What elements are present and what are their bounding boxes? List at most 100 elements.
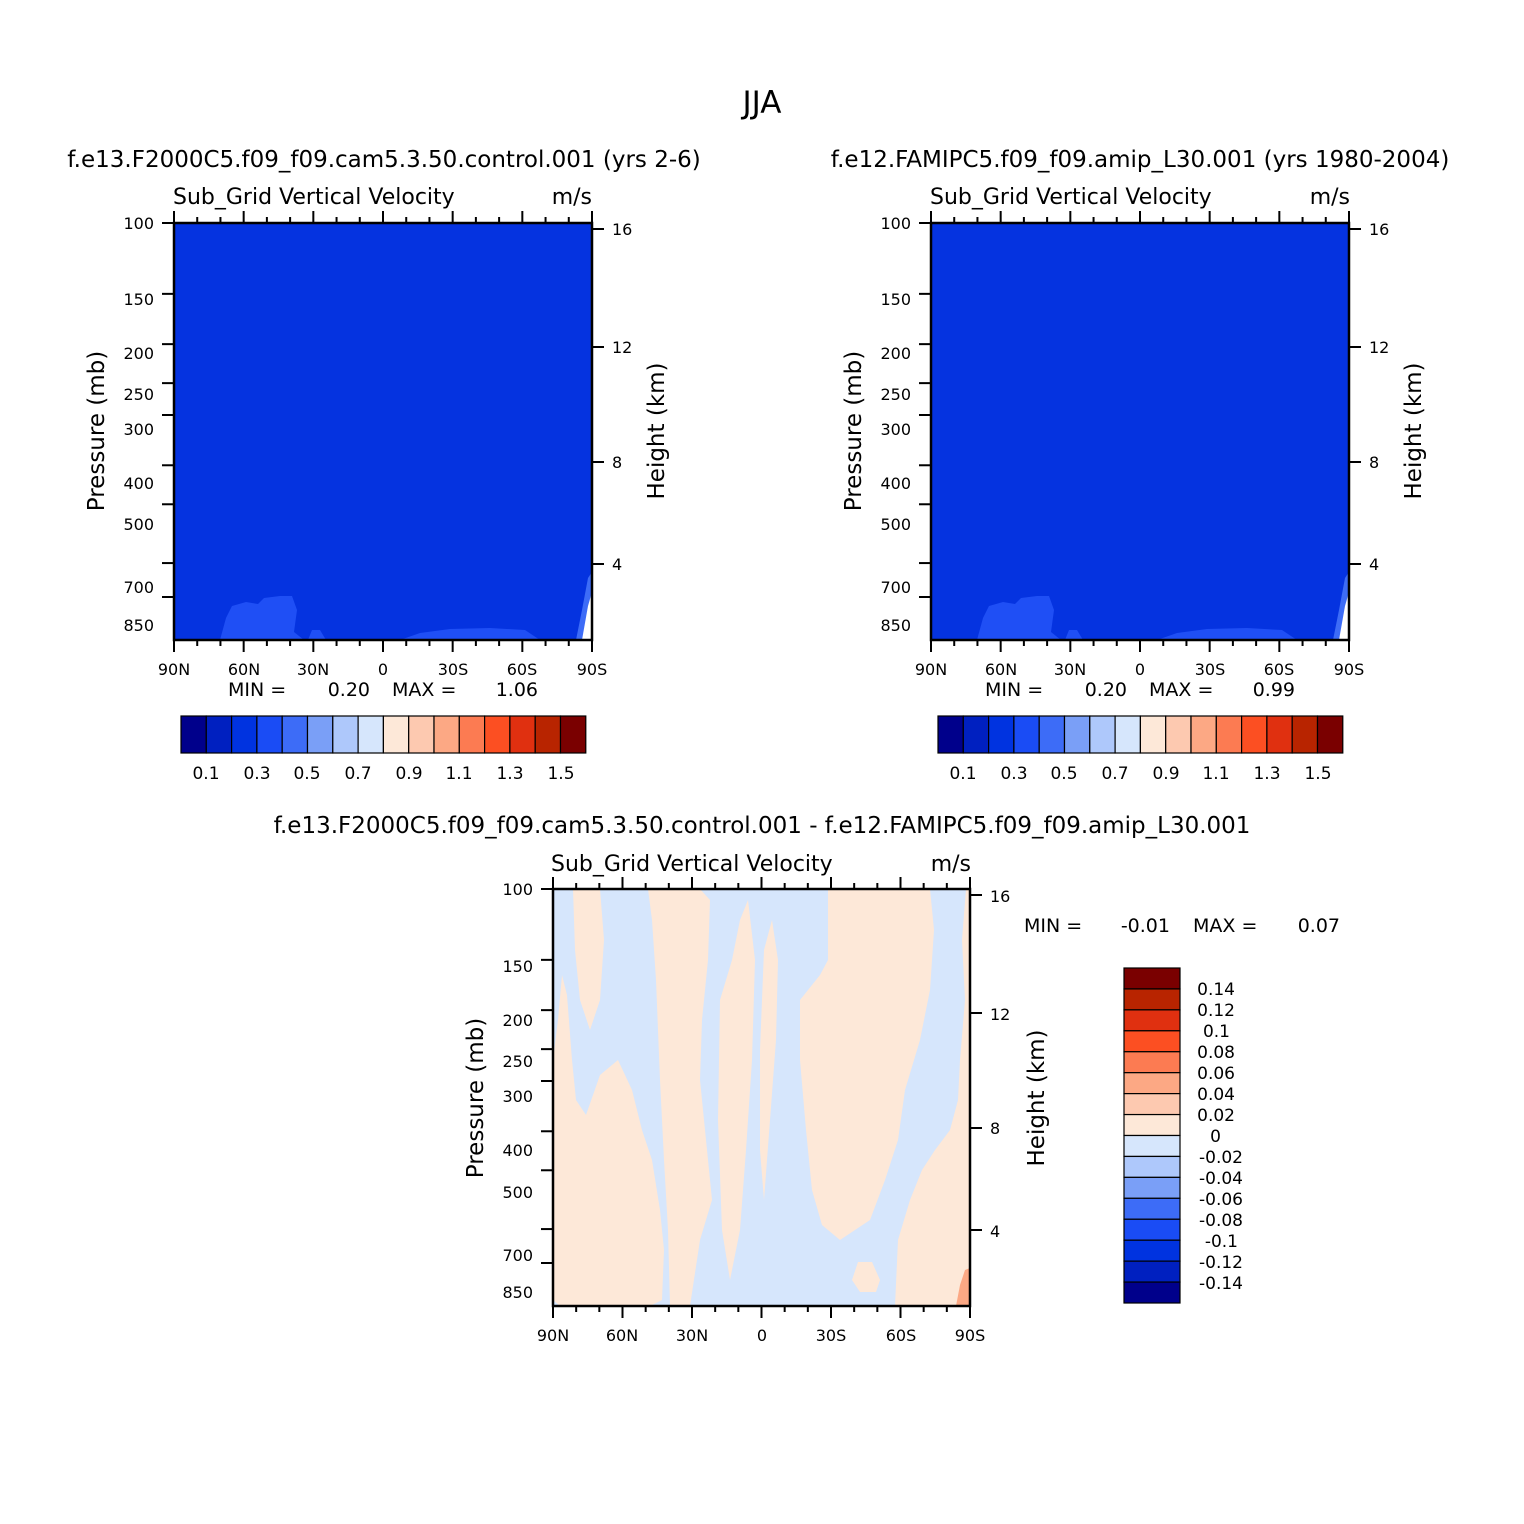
panel-3-xtick-label: 0 — [757, 1326, 767, 1345]
colorbar-swatch — [987, 715, 1015, 754]
panel-1-xtick-label: 90N — [158, 660, 190, 679]
colorbar-swatch — [1123, 1030, 1181, 1053]
panel-2-xtick-label: 30S — [1195, 660, 1226, 679]
panel-1-xtick-label: 60N — [228, 660, 260, 679]
figure-title: JJA — [741, 85, 782, 121]
colorbar-swatch — [180, 715, 207, 754]
panel-2-polar-region-2 — [1339, 592, 1349, 640]
colorbar-swatch — [1063, 715, 1091, 754]
panel-1-colorbar-labels: 0.1 0.3 0.5 0.7 0.9 1.1 1.3 1.5 — [192, 764, 574, 784]
panel-3-left-axis: 100 150 200 250 300 400 500 700 850 Pres… — [463, 880, 533, 1302]
panel-1-ytick-label: 100 — [123, 214, 154, 233]
panel-2-colorbar-label: 1.5 — [1304, 764, 1331, 784]
panel-3: f.e13.F2000C5.f09_f09.cam5.3.50.control.… — [274, 813, 1340, 1345]
colorbar-swatch — [1123, 1072, 1181, 1095]
panel-2-min-value: 0.20 — [1085, 679, 1127, 701]
panel-1-variable: Sub_Grid Vertical Velocity — [173, 185, 455, 210]
panel-1-ytick-label: 850 — [123, 616, 154, 635]
panel-1-xtick-label: 90S — [577, 660, 608, 679]
colorbar-swatch — [1139, 715, 1167, 754]
panel-1-ylabel: Pressure (mb) — [84, 351, 110, 511]
panel-3-colorbar — [1123, 967, 1181, 1304]
panel-3-xtick-label: 90N — [537, 1326, 569, 1345]
panel-1-ytick-label: 200 — [123, 344, 154, 363]
panel-2-xtick-label: 60S — [1264, 660, 1295, 679]
panel-3-positive-region — [800, 889, 934, 1240]
colorbar-swatch — [1266, 715, 1293, 754]
colorbar-swatch — [1123, 1197, 1181, 1220]
panel-2-height-tick-label: 4 — [1369, 555, 1379, 574]
colorbar-swatch — [458, 715, 486, 754]
panel-1-min-value: 0.20 — [328, 679, 370, 701]
panel-2-plot-area — [929, 221, 1351, 642]
panel-2-colorbar-label: 0.3 — [1000, 764, 1027, 784]
panel-3-xtick-label: 60S — [886, 1326, 917, 1345]
colorbar-swatch — [1215, 715, 1243, 754]
panel-1: f.e13.F2000C5.f09_f09.cam5.3.50.control.… — [67, 147, 701, 784]
panel-3-right-axis: 16 12 8 4 Height (km) — [990, 887, 1050, 1241]
panel-3-colorbar-label: -0.1 — [1205, 1232, 1238, 1252]
panel-3-high-value-spot — [956, 1268, 970, 1306]
panel-2-colorbar-label: 0.7 — [1101, 764, 1128, 784]
panel-3-positive-region — [718, 900, 755, 1280]
panel-3-variable: Sub_Grid Vertical Velocity — [551, 852, 833, 877]
panel-2-height-tick-label: 12 — [1369, 338, 1389, 357]
panel-2-ytick-label: 200 — [880, 344, 911, 363]
panel-1-x-axis: 90N 60N 30N 0 30S 60S 90S — [158, 660, 607, 679]
panel-3-colorbar-label: 0.1 — [1203, 1022, 1230, 1042]
colorbar-swatch — [559, 715, 587, 754]
panel-1-height-tick-label: 8 — [612, 453, 622, 472]
panel-1-ytick-label: 250 — [123, 385, 154, 404]
panel-3-ytick-label: 200 — [502, 1011, 533, 1030]
panel-1-min-label: MIN = — [228, 679, 286, 701]
panel-1-ytick-label: 500 — [123, 515, 154, 534]
panel-3-colorbar-label: 0.04 — [1197, 1085, 1235, 1105]
colorbar-swatch — [484, 715, 511, 754]
panel-2-max-label: MAX = — [1149, 679, 1213, 701]
panel-1-colorbar-label: 0.7 — [344, 764, 371, 784]
panel-3-ytick-label: 100 — [502, 880, 533, 899]
panel-3-xtick-label: 60N — [606, 1326, 638, 1345]
panel-3-positive-region — [553, 975, 664, 1306]
panel-3-height-tick-label: 4 — [990, 1222, 1000, 1241]
colorbar-swatch — [1123, 1134, 1181, 1158]
panel-2-xtick-label: 0 — [1135, 660, 1145, 679]
panel-2-height-tick-label: 8 — [1369, 453, 1379, 472]
colorbar-swatch — [1038, 715, 1066, 754]
colorbar-swatch — [408, 715, 435, 754]
panel-3-positive-region — [852, 1262, 880, 1292]
panel-1-left-axis: 100 150 200 250 300 400 500 700 850 Pres… — [84, 214, 154, 635]
axis-tick-marks — [162, 211, 1361, 1318]
panel-3-units: m/s — [931, 852, 971, 877]
panel-3-colorbar-label: 0 — [1210, 1127, 1221, 1147]
panel-2-lowlevel-region-3 — [1157, 628, 1297, 640]
panel-2-minmax: MIN = 0.20 MAX = 0.99 — [985, 679, 1295, 701]
panel-1-colorbar-label: 0.9 — [395, 764, 422, 784]
panel-3-case-title: f.e13.F2000C5.f09_f09.cam5.3.50.control.… — [274, 813, 1251, 839]
panel-2-colorbar-label: 1.1 — [1202, 764, 1229, 784]
colorbar-swatch — [1123, 1239, 1181, 1262]
panel-2-colorbar — [937, 715, 1344, 754]
panel-1-colorbar — [180, 715, 587, 754]
panel-3-height-tick-label: 8 — [990, 1119, 1000, 1138]
panel-3-height-tick-label: 16 — [990, 887, 1010, 906]
panel-2-ytick-label: 850 — [880, 616, 911, 635]
panel-3-colorbar-label: 0.12 — [1197, 1001, 1235, 1021]
panel-3-ytick-label: 300 — [502, 1087, 533, 1106]
panel-1-case-title: f.e13.F2000C5.f09_f09.cam5.3.50.control.… — [67, 147, 701, 173]
colorbar-swatch — [1123, 988, 1181, 1011]
panel-1-colorbar-label: 1.3 — [496, 764, 523, 784]
colorbar-swatch — [1123, 1281, 1181, 1304]
panel-3-colorbar-label: 0.06 — [1197, 1064, 1235, 1084]
colorbar-swatch — [205, 715, 233, 754]
panel-2-variable: Sub_Grid Vertical Velocity — [930, 185, 1212, 210]
panel-2-left-axis: 100 150 200 250 300 400 500 700 850 Pres… — [841, 214, 911, 635]
panel-2-xtick-label: 30N — [1054, 660, 1086, 679]
panel-3-min-label: MIN = — [1024, 915, 1082, 937]
panel-2-ytick-label: 250 — [880, 385, 911, 404]
panel-3-ylabel: Pressure (mb) — [463, 1018, 489, 1178]
panel-1-lowlevel-region-2 — [308, 630, 326, 640]
colorbar-swatch — [937, 715, 964, 754]
panel-1-ylabel-right: Height (km) — [644, 362, 670, 499]
panel-3-ylabel-right: Height (km) — [1024, 1029, 1050, 1166]
